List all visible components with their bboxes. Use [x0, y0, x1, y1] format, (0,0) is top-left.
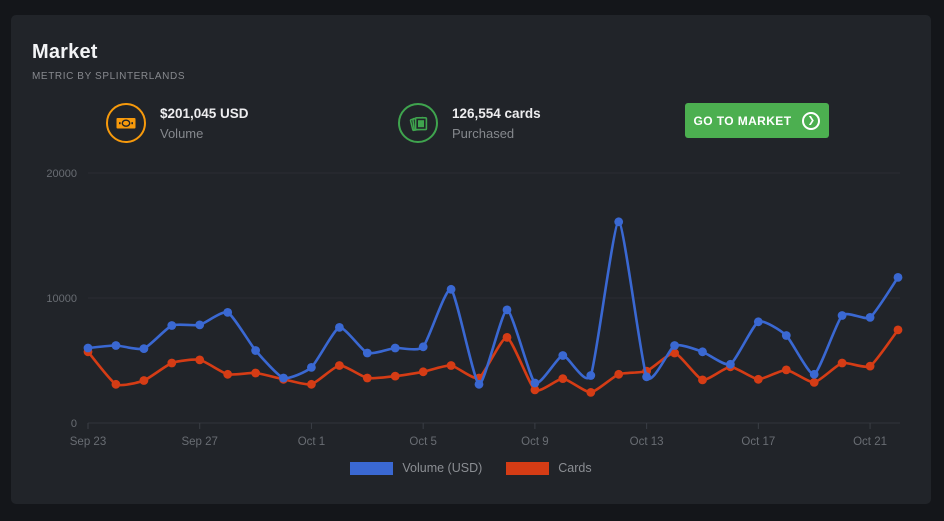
data-point[interactable]: [307, 379, 316, 389]
stat-value: 126,554 cards: [452, 105, 541, 121]
go-to-market-button[interactable]: GO TO MARKET ❯: [685, 103, 829, 138]
data-point[interactable]: [670, 341, 679, 350]
data-point[interactable]: [865, 361, 875, 371]
data-point[interactable]: [781, 365, 791, 375]
data-point[interactable]: [279, 373, 288, 383]
data-point[interactable]: [195, 355, 205, 365]
data-point[interactable]: [865, 313, 875, 322]
data-point[interactable]: [726, 359, 735, 369]
x-axis-label: Sep 27: [181, 436, 217, 448]
money-bill-icon: [106, 103, 146, 143]
data-point[interactable]: [446, 361, 456, 370]
data-point[interactable]: [362, 373, 372, 383]
data-point[interactable]: [614, 217, 624, 227]
data-point[interactable]: [530, 385, 540, 395]
data-point[interactable]: [893, 325, 903, 335]
data-point[interactable]: [502, 305, 512, 315]
data-point[interactable]: [446, 284, 456, 294]
y-axis-label: 10000: [46, 293, 77, 305]
data-point[interactable]: [837, 358, 847, 368]
data-point[interactable]: [195, 320, 205, 330]
data-point[interactable]: [307, 363, 316, 372]
data-point[interactable]: [111, 379, 121, 389]
data-point[interactable]: [809, 378, 819, 387]
data-point[interactable]: [418, 367, 428, 377]
chart-legend: Volume (USD) Cards: [11, 461, 931, 475]
series-line-volume: [86, 220, 900, 386]
data-point[interactable]: [698, 375, 707, 385]
data-point[interactable]: [223, 308, 233, 317]
stat-label: Volume: [160, 125, 204, 141]
chevron-right-circle-icon: ❯: [802, 111, 821, 130]
data-point[interactable]: [753, 317, 763, 327]
stat-volume: $201,045 USD Volume: [106, 103, 249, 143]
series-line-cards: [86, 328, 900, 394]
market-chart: 0 10000 20000 Sep 23 Sep 27 Oct 1 Oct 5 Oct 9 Oc…: [46, 168, 903, 448]
data-point[interactable]: [558, 374, 568, 383]
market-card: Market METRIC BY SPLINTERLANDS $201,045 …: [11, 15, 931, 504]
stat-value: $201,045 USD: [160, 105, 249, 121]
data-point[interactable]: [418, 342, 428, 352]
stat-label: Purchased: [452, 125, 515, 141]
data-point[interactable]: [809, 369, 819, 379]
y-axis-label: 20000: [46, 168, 77, 180]
data-point[interactable]: [698, 347, 707, 357]
data-point[interactable]: [83, 343, 93, 353]
data-point[interactable]: [139, 376, 149, 385]
y-axis-label: 0: [71, 418, 77, 430]
data-point[interactable]: [837, 311, 847, 320]
legend-label: Volume (USD): [402, 461, 483, 475]
data-point[interactable]: [335, 323, 344, 332]
metric-subtitle: METRIC BY SPLINTERLANDS: [32, 71, 186, 82]
data-point[interactable]: [251, 368, 260, 378]
data-point[interactable]: [558, 351, 568, 360]
x-axis-label: Sep 23: [70, 436, 106, 448]
data-point[interactable]: [474, 379, 484, 389]
legend-item-cards[interactable]: Cards: [506, 461, 592, 475]
x-axis-label: Oct 17: [741, 436, 775, 448]
data-point[interactable]: [502, 333, 512, 342]
x-axis-label: Oct 5: [409, 436, 436, 448]
cta-label: GO TO MARKET: [693, 113, 792, 128]
x-axis-label: Oct 21: [853, 436, 887, 448]
legend-swatch-cards: [506, 461, 550, 475]
data-point[interactable]: [251, 346, 260, 355]
legend-item-volume[interactable]: Volume (USD): [350, 461, 482, 475]
data-point[interactable]: [223, 369, 233, 379]
data-point[interactable]: [670, 348, 679, 358]
data-point[interactable]: [586, 371, 596, 380]
data-point[interactable]: [642, 372, 651, 382]
x-axis-label: Oct 9: [521, 436, 548, 448]
data-point[interactable]: [362, 348, 372, 358]
data-point[interactable]: [139, 344, 149, 353]
data-point[interactable]: [586, 388, 596, 397]
data-point[interactable]: [893, 273, 903, 282]
cards-icon: [398, 103, 438, 143]
page-title: Market: [32, 41, 98, 63]
data-point[interactable]: [390, 343, 400, 353]
data-point[interactable]: [390, 371, 400, 381]
card-header: Market METRIC BY SPLINTERLANDS: [32, 41, 185, 82]
data-point[interactable]: [781, 331, 791, 340]
data-point[interactable]: [335, 361, 344, 370]
data-point[interactable]: [111, 341, 121, 350]
stat-purchased: 126,554 cards Purchased: [398, 103, 541, 143]
data-point[interactable]: [167, 321, 177, 330]
data-point[interactable]: [614, 369, 624, 379]
data-point[interactable]: [167, 358, 177, 368]
x-axis-label: Oct 1: [298, 436, 325, 448]
data-point[interactable]: [753, 374, 763, 384]
legend-label: Cards: [558, 461, 592, 475]
legend-swatch-volume: [350, 461, 394, 475]
x-axis-label: Oct 13: [630, 436, 664, 448]
data-point[interactable]: [530, 378, 540, 388]
